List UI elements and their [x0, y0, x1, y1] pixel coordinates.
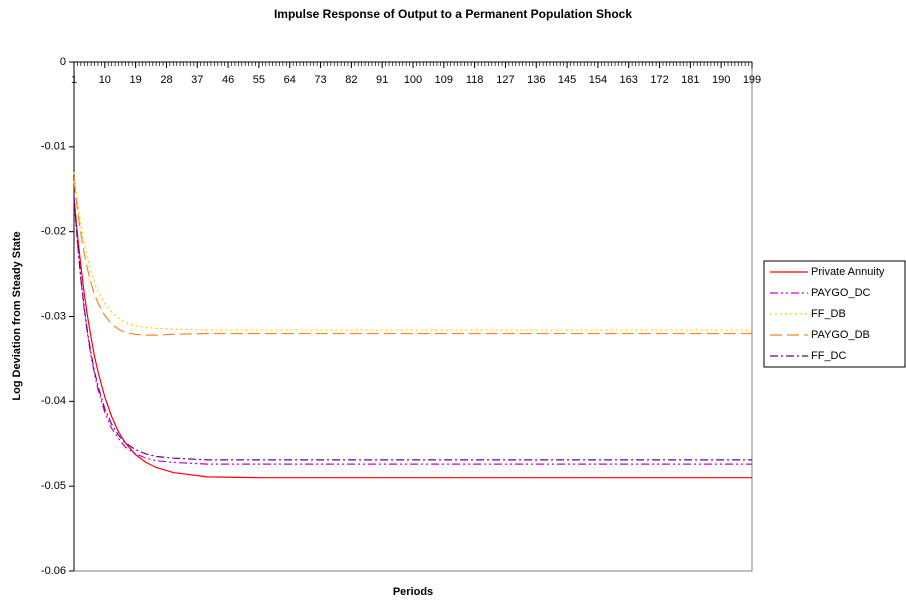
- x-tick-label: 37: [191, 74, 203, 86]
- x-tick-label: 100: [404, 74, 422, 86]
- x-axis-label: Periods: [393, 586, 433, 598]
- x-tick-label: 181: [681, 74, 699, 86]
- x-tick-label: 172: [650, 74, 668, 86]
- y-tick-label: -0.01: [41, 141, 66, 153]
- chart-title: Impulse Response of Output to a Permanen…: [274, 7, 632, 21]
- series-line: [73, 197, 752, 479]
- y-tick-label: -0.02: [41, 226, 66, 238]
- series-line: [73, 197, 752, 465]
- x-tick-label: 46: [222, 74, 234, 86]
- series-line: [73, 197, 752, 461]
- legend-label: PAYGO_DC: [811, 287, 871, 299]
- y-tick-label: -0.04: [41, 395, 66, 407]
- legend-box: [763, 260, 906, 368]
- x-tick-label: 91: [376, 74, 388, 86]
- y-tick-label: -0.06: [41, 565, 66, 577]
- x-tick-label: 19: [130, 74, 142, 86]
- x-tick-label: 1: [71, 74, 77, 86]
- legend-label: Private Annuity: [811, 266, 885, 278]
- series-line: [73, 180, 752, 336]
- x-tick-label: 55: [253, 74, 265, 86]
- legend-label: FF_DB: [811, 308, 846, 320]
- y-tick-label: -0.03: [41, 310, 66, 322]
- x-tick-label: 118: [466, 74, 484, 86]
- series-line: [73, 172, 752, 331]
- x-tick-label: 109: [435, 74, 453, 86]
- x-tick-label: 10: [99, 74, 111, 86]
- x-tick-label: 127: [496, 74, 514, 86]
- y-tick-label: 0: [60, 56, 66, 68]
- legend-label: FF_DC: [811, 350, 847, 362]
- x-tick-label: 154: [589, 74, 607, 86]
- y-tick-label: -0.05: [41, 480, 66, 492]
- y-axis-label: Log Deviation from Steady State: [11, 231, 23, 400]
- x-tick-label: 145: [558, 74, 576, 86]
- x-tick-label: 136: [527, 74, 545, 86]
- x-tick-label: 73: [314, 74, 326, 86]
- x-tick-label: 28: [160, 74, 172, 86]
- x-tick-label: 190: [712, 74, 730, 86]
- x-tick-label: 199: [743, 74, 761, 86]
- x-tick-label: 163: [620, 74, 638, 86]
- x-tick-label: 64: [284, 74, 296, 86]
- legend-label: PAYGO_DB: [811, 329, 870, 341]
- x-tick-label: 82: [345, 74, 357, 86]
